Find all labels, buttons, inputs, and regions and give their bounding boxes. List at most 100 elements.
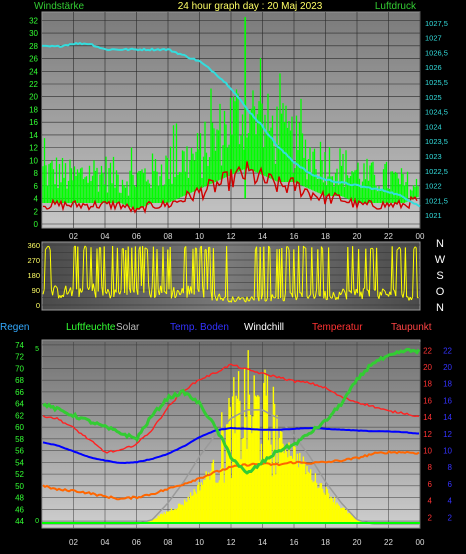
direction-mark [144, 247, 147, 249]
wind-tick-label: 16 [29, 118, 38, 127]
direction-mark [214, 294, 217, 299]
direction-mark [90, 247, 93, 291]
temperature-line [42, 363, 420, 454]
direction-mark [312, 292, 315, 299]
temp-tick-label: 6 [428, 480, 433, 489]
direction-mark [283, 293, 286, 302]
wind-tick-label: 18 [29, 105, 38, 114]
direction-mark [242, 297, 246, 302]
legend-item: Temperatur [312, 322, 363, 333]
direction-mark [177, 289, 179, 292]
direction-mark [62, 290, 66, 297]
pressure-tick-label: 1024,5 [425, 108, 448, 117]
direction-mark [274, 296, 277, 299]
direction-mark [222, 297, 225, 302]
direction-mark [295, 296, 298, 301]
direction-mark [146, 249, 150, 285]
humidity-tick-label: 50 [15, 482, 24, 491]
direction-mark [145, 248, 148, 250]
soil-tick-label: 12 [443, 430, 452, 439]
compass-letter: N [436, 302, 444, 314]
direction-mark [246, 296, 249, 301]
direction-mark [78, 288, 81, 297]
direction-mark [175, 290, 178, 297]
direction-mark [320, 246, 324, 250]
wind-tick-label: 2 [34, 207, 39, 216]
direction-mark [131, 247, 134, 291]
direction-mark [294, 293, 297, 301]
direction-mark [116, 247, 120, 293]
pressure-tick-label: 1022 [425, 182, 442, 191]
direction-mark [341, 288, 344, 293]
direction-mark [169, 246, 172, 299]
direction-mark [48, 246, 51, 250]
direction-mark [395, 249, 398, 297]
direction-mark [309, 294, 311, 297]
wind-tick-label: 28 [29, 42, 38, 51]
pressure-tick-label: 1027,5 [425, 19, 448, 28]
direction-mark [230, 296, 234, 303]
direction-tick-label: 0 [36, 301, 40, 310]
direction-mark [305, 248, 308, 297]
direction-mark [143, 247, 146, 293]
direction-mark [54, 285, 57, 287]
direction-mark [314, 288, 318, 297]
direction-mark [269, 247, 272, 302]
direction-mark [100, 247, 103, 287]
direction-mark [235, 298, 238, 302]
direction-mark [55, 286, 58, 289]
direction-mark [206, 247, 210, 290]
direction-mark [268, 245, 271, 249]
x-tick-label: 08 [164, 232, 173, 241]
direction-mark [414, 246, 417, 249]
direction-mark [400, 249, 403, 294]
x-tick-label: 06 [132, 232, 141, 241]
direction-mark [120, 248, 123, 291]
direction-mark [170, 292, 174, 299]
direction-tick-label: 90 [32, 286, 40, 295]
direction-mark [284, 246, 288, 294]
pressure-tick-label: 1021,5 [425, 196, 448, 205]
direction-mark [270, 294, 273, 302]
humidity-tick-label: 72 [15, 353, 24, 362]
x-tick-label: 16 [290, 538, 299, 547]
pressure-tick-label: 1023,5 [425, 137, 448, 146]
direction-mark [174, 295, 177, 299]
direction-mark [44, 247, 48, 250]
temp-tick-label: 16 [423, 396, 432, 405]
humidity-tick-label: 44 [15, 517, 24, 526]
direction-mark [82, 249, 85, 291]
direction-mark [152, 246, 156, 298]
temp-tick-label: 20 [423, 363, 432, 372]
humidity-tick-label: 52 [15, 470, 24, 479]
compass-letter: W [435, 254, 446, 266]
soil-tick-label: 14 [443, 413, 452, 422]
soil-tick-label: 6 [448, 480, 453, 489]
direction-mark [46, 246, 49, 249]
direction-mark [195, 247, 197, 250]
x-tick-label: 06 [132, 538, 141, 547]
legend-item: Solar [116, 322, 140, 333]
direction-mark [329, 295, 332, 299]
legend-item: Temp. Boden [170, 322, 229, 333]
direction-mark [302, 245, 306, 249]
direction-mark [331, 292, 334, 299]
direction-mark [415, 247, 418, 298]
direction-mark [185, 246, 188, 298]
direction-mark [361, 288, 364, 299]
direction-mark [404, 247, 408, 298]
x-tick-label: 22 [384, 538, 393, 547]
direction-mark [179, 293, 182, 296]
direction-mark [347, 247, 350, 292]
direction-mark [85, 247, 88, 287]
wind-tick-label: 20 [29, 93, 38, 102]
direction-mark [77, 246, 80, 297]
direction-mark [209, 247, 212, 292]
direction-mark [271, 294, 274, 298]
direction-mark [193, 247, 196, 295]
humidity-tick-label: 58 [15, 435, 24, 444]
wind-tick-label: 12 [29, 144, 38, 153]
wind-tick-label: 8 [34, 169, 39, 178]
direction-mark [52, 287, 55, 296]
direction-mark [317, 249, 320, 295]
